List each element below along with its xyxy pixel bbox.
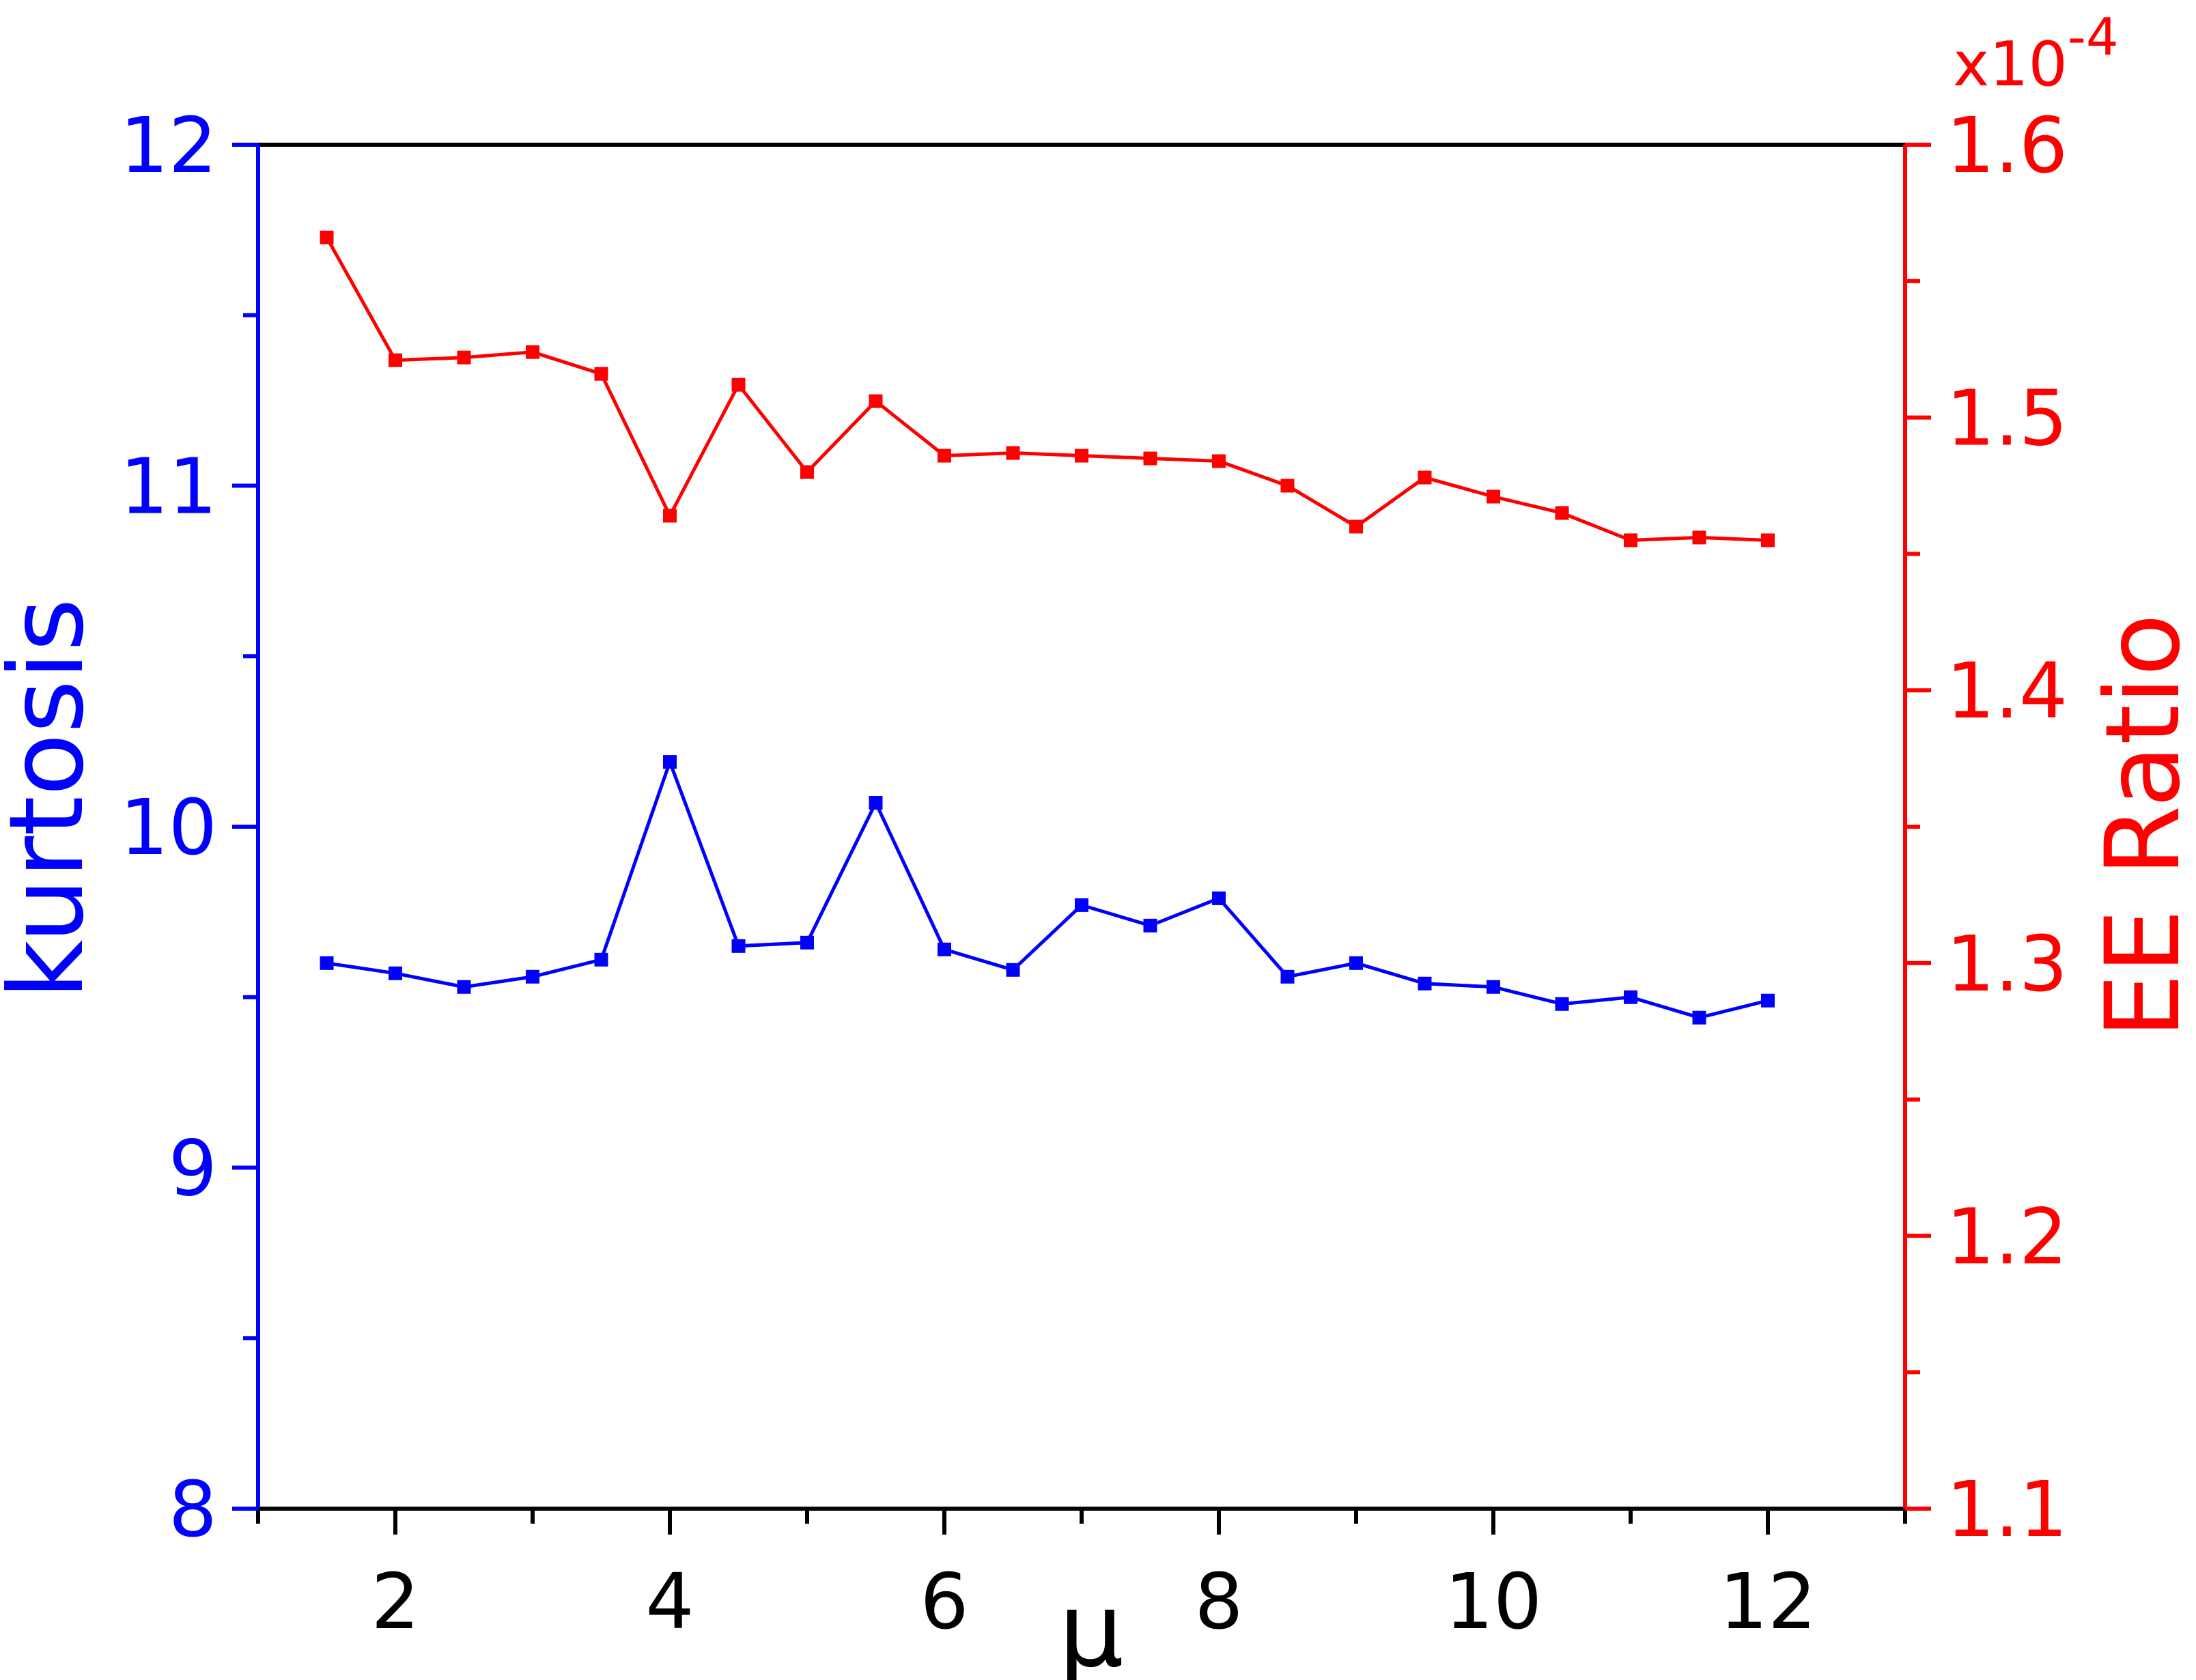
right-axis-title: EE Ratio [2084, 614, 2196, 1038]
data-point [526, 969, 539, 984]
multiplier-exponent: -4 [2068, 7, 2119, 67]
data-point [1418, 470, 1432, 485]
series-layer [320, 230, 1775, 1025]
right-tick-label: 1.4 [1946, 647, 2068, 736]
left-tick-label: 8 [169, 1466, 217, 1554]
right-tick-label: 1.6 [1946, 102, 2068, 190]
x-tick-label: 12 [1719, 1558, 1817, 1647]
left-tick-label: 9 [169, 1125, 217, 1214]
data-point [1143, 918, 1157, 932]
x-tick-label: 2 [371, 1558, 419, 1647]
data-point [1624, 533, 1637, 547]
series-line [326, 756, 1769, 1020]
x-tick-label: 6 [920, 1558, 968, 1647]
data-point [663, 755, 677, 769]
data-point [800, 935, 814, 950]
data-point [1761, 533, 1775, 547]
data-point [1418, 976, 1432, 991]
left-axis: 8 9 10 11 12 [119, 102, 260, 1554]
x-tick-label: 8 [1194, 1558, 1243, 1647]
data-point [457, 980, 471, 994]
data-point [938, 449, 951, 463]
x-axis: 2 4 6 8 10 12 [256, 1509, 1907, 1647]
data-point [938, 942, 951, 956]
data-point [1349, 956, 1363, 970]
data-point [1555, 506, 1569, 520]
data-point [1212, 891, 1226, 905]
left-tick-label: 12 [119, 102, 217, 190]
left-tick-label: 11 [119, 443, 217, 532]
data-point [457, 350, 471, 365]
series-kurtosis [320, 755, 1775, 1025]
series-ee-ratio [320, 230, 1775, 547]
data-point [663, 509, 677, 523]
right-tick-label: 1.5 [1946, 375, 2068, 464]
right-axis: 1.1 1.2 1.3 1.4 1.5 1.6 [1903, 102, 2068, 1554]
left-axis-title: kurtosis [0, 598, 107, 999]
right-tick-label: 1.1 [1946, 1466, 2068, 1554]
data-point [869, 796, 883, 810]
data-point [1280, 969, 1295, 984]
right-tick-label: 1.3 [1946, 920, 2068, 1009]
data-point [1075, 449, 1088, 463]
data-point [1006, 446, 1020, 460]
data-point [594, 952, 608, 967]
data-point [526, 345, 539, 359]
right-tick-label: 1.2 [1946, 1193, 2068, 1281]
plot-frame [258, 143, 1905, 1511]
right-axis-multiplier: x10-4 [1953, 7, 2119, 100]
x-axis-title: μ [1058, 1571, 1123, 1680]
data-point [1487, 489, 1500, 504]
data-point [1487, 980, 1500, 994]
data-point [1075, 898, 1088, 912]
data-point [389, 353, 402, 367]
data-point [594, 367, 608, 381]
left-tick-label: 10 [119, 784, 217, 872]
data-point [320, 230, 334, 244]
data-point [1006, 963, 1020, 977]
data-point [1143, 451, 1157, 466]
data-point [1692, 1010, 1706, 1025]
data-point [800, 465, 814, 479]
data-point [1624, 990, 1637, 1004]
data-point [1280, 479, 1295, 493]
data-point [1761, 993, 1775, 1008]
data-point [1212, 454, 1226, 468]
data-point [320, 956, 334, 970]
multiplier-base: x10 [1953, 29, 2068, 100]
data-point [869, 394, 883, 408]
data-point [1692, 530, 1706, 545]
data-point [731, 939, 746, 953]
x-tick-label: 10 [1445, 1558, 1543, 1647]
x-tick-label: 4 [645, 1558, 694, 1647]
data-point [1349, 519, 1363, 534]
series-line [325, 236, 1769, 542]
data-point [389, 966, 402, 980]
data-point [731, 378, 746, 392]
data-point [1555, 997, 1569, 1011]
